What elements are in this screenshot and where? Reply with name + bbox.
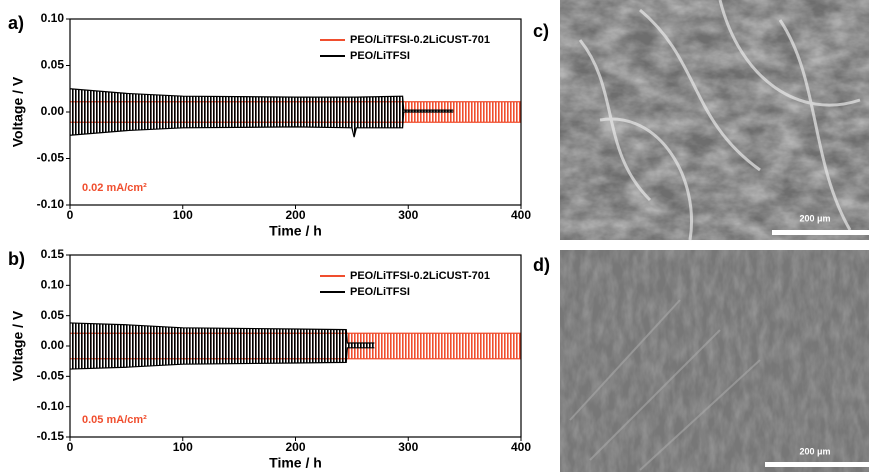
voltage-band (70, 322, 375, 370)
y-tick-label: 0.05 (41, 308, 65, 322)
scale-bar-label: 200 μm (799, 213, 830, 223)
x-tick-label: 300 (398, 440, 418, 454)
panel-label: d) (533, 255, 550, 275)
scale-bar-label: 200 μm (799, 446, 830, 456)
legend-label: PEO/LiTFSI (350, 50, 410, 62)
y-tick-label: -0.10 (37, 197, 65, 211)
legend-label: PEO/LiTFSI-0.2LiCUST-701 (350, 34, 490, 46)
y-axis-title: Voltage / V (10, 310, 26, 381)
x-tick-label: 400 (511, 208, 531, 222)
x-axis-title: Time / h (269, 455, 322, 471)
x-axis-title: Time / h (269, 223, 322, 239)
y-tick-label: -0.05 (37, 151, 65, 165)
panel-label: b) (8, 249, 25, 269)
x-tick-label: 400 (511, 440, 531, 454)
annotation: 0.02 mA/cm² (82, 182, 147, 194)
envelope-line (70, 322, 375, 344)
envelope-line (70, 111, 454, 138)
legend-label: PEO/LiTFSI (350, 286, 410, 298)
y-tick-label: -0.05 (37, 369, 65, 383)
y-tick-label: 0.00 (41, 338, 65, 352)
y-tick-label: 0.00 (41, 104, 65, 118)
legend-label: PEO/LiTFSI-0.2LiCUST-701 (350, 270, 490, 282)
x-tick-label: 200 (285, 440, 305, 454)
panel-label: c) (533, 21, 549, 41)
y-axis-title: Voltage / V (10, 76, 26, 147)
y-tick-label: 0.15 (41, 247, 65, 261)
x-tick-label: 300 (398, 208, 418, 222)
y-tick-label: -0.15 (37, 429, 65, 443)
y-tick-label: -0.10 (37, 399, 65, 413)
annotation: 0.05 mA/cm² (82, 414, 147, 426)
sem-image-d (560, 250, 869, 472)
x-tick-label: 100 (173, 440, 193, 454)
sem-image-c (560, 0, 869, 241)
x-tick-label: 0 (67, 208, 74, 222)
envelope-line (70, 88, 454, 111)
panel-label: a) (8, 13, 24, 33)
y-tick-label: 0.05 (41, 58, 65, 72)
voltage-band (70, 88, 454, 138)
x-tick-label: 200 (285, 208, 305, 222)
envelope-line (70, 347, 375, 370)
x-tick-label: 100 (173, 208, 193, 222)
y-tick-label: 0.10 (41, 11, 65, 25)
y-tick-label: 0.10 (41, 278, 65, 292)
x-tick-label: 0 (67, 440, 74, 454)
